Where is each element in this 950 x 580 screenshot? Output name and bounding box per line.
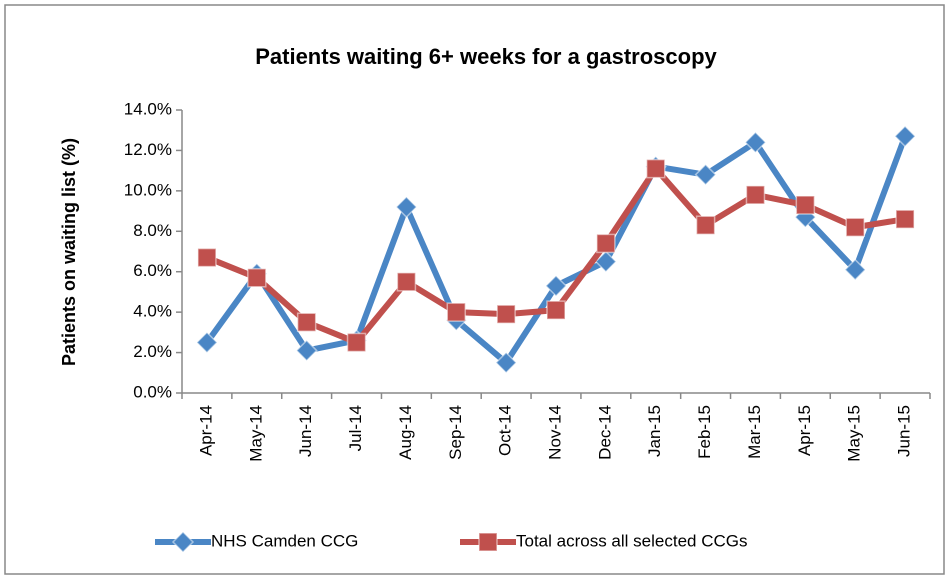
y-tick-label: 12.0%	[124, 140, 172, 159]
point	[894, 125, 917, 148]
chart-title: Patients waiting 6+ weeks for a gastrosc…	[255, 44, 717, 69]
x-tick-label: Sep-14	[446, 405, 465, 460]
point	[695, 215, 716, 235]
x-tick-label: Feb-15	[695, 405, 714, 459]
point	[795, 195, 816, 215]
x-tick-label: Apr-14	[196, 405, 215, 456]
point	[895, 209, 915, 229]
point	[296, 312, 317, 332]
point	[645, 158, 666, 179]
x-tick-label: Jun-15	[895, 405, 914, 457]
point	[346, 332, 367, 353]
x-tick-label: Jul-14	[346, 405, 365, 451]
point	[596, 233, 616, 254]
point	[495, 351, 518, 374]
point	[195, 331, 218, 354]
point	[496, 304, 516, 324]
x-tick-label: Oct-14	[496, 405, 515, 456]
y-tick-label: 4.0%	[133, 302, 172, 321]
x-tick-label: Jan-15	[645, 405, 664, 457]
point	[247, 268, 267, 288]
x-tick-label: May-14	[246, 405, 265, 462]
x-tick-label: Apr-15	[795, 405, 814, 456]
y-tick-label: 2.0%	[133, 342, 172, 361]
x-tick-label: Nov-14	[545, 405, 564, 460]
y-tick-label: 8.0%	[133, 221, 172, 240]
point	[295, 339, 318, 362]
y-tick-label: 10.0%	[124, 180, 172, 199]
y-axis-label: Patients on waiting list (%)	[59, 138, 79, 366]
point	[694, 163, 717, 186]
point	[744, 131, 767, 154]
point	[197, 247, 217, 268]
point	[396, 272, 417, 292]
x-tick-label: Dec-14	[595, 405, 614, 460]
point	[594, 250, 617, 273]
x-tick-label: Aug-14	[396, 405, 415, 460]
point	[546, 300, 566, 320]
legend-label: Total across all selected CCGs	[516, 531, 747, 550]
legend-marker	[171, 530, 195, 554]
point	[544, 274, 568, 297]
legend-label: NHS Camden CCG	[211, 531, 358, 550]
y-tick-label: 14.0%	[124, 99, 172, 118]
point	[844, 258, 867, 281]
chart-border	[4, 4, 945, 575]
x-tick-label: Jun-14	[296, 405, 315, 457]
y-tick-label: 6.0%	[133, 261, 172, 280]
point	[395, 195, 418, 219]
point	[446, 302, 467, 322]
legend-marker	[478, 532, 498, 552]
x-tick-label: May-15	[845, 405, 864, 462]
x-tick-label: Mar-15	[745, 405, 764, 459]
point	[845, 217, 865, 237]
point	[745, 185, 766, 205]
y-tick-label: 0.0%	[133, 382, 172, 401]
